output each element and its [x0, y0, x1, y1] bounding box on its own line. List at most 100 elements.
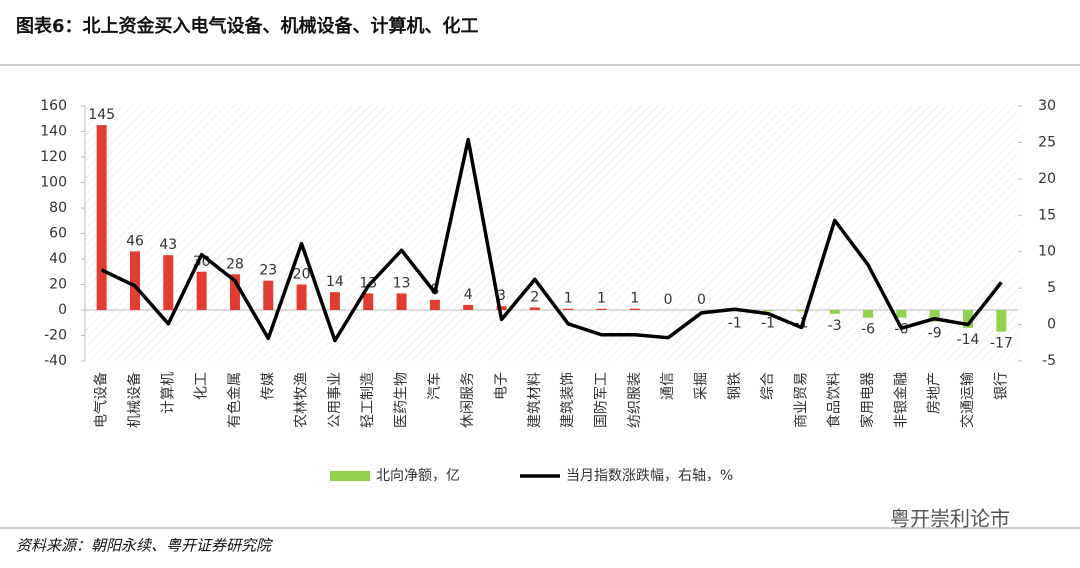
bar — [629, 308, 640, 310]
bar — [429, 299, 440, 310]
data-label: 43 — [159, 237, 177, 253]
y2-tick-label: 5 — [1047, 280, 1056, 296]
x-tick-label: 电气设备 — [93, 372, 110, 428]
line — [100, 137, 1003, 343]
legend-label: 北向净额，亿 — [376, 468, 460, 484]
x-tick-label: 休闲服务 — [460, 372, 476, 428]
x-tick-label: 机械设备 — [126, 372, 143, 428]
data-label: 2 — [530, 289, 539, 305]
y-tick-label: 20 — [49, 277, 67, 293]
plot-background — [85, 106, 1018, 361]
x-tick-label: 建筑装饰 — [560, 372, 576, 428]
y2-tick-label: 30 — [1038, 98, 1056, 114]
x-tick-label: 商业贸易 — [793, 372, 809, 428]
y2-tick-label: -5 — [1042, 353, 1056, 369]
x-tick-label: 计算机 — [160, 372, 176, 414]
bar — [129, 251, 140, 310]
bar — [229, 274, 240, 310]
bar — [996, 310, 1007, 332]
bar — [163, 255, 174, 310]
bar — [496, 306, 507, 310]
y-tick-label: -20 — [44, 328, 67, 344]
y2-tick-label: 0 — [1047, 317, 1056, 333]
x-tick-label: 钢铁 — [727, 372, 743, 400]
data-label: 1 — [564, 291, 573, 307]
data-label: 4 — [464, 287, 473, 303]
bar — [963, 310, 974, 328]
bar — [396, 293, 407, 310]
x-tick-label: 房地产 — [927, 372, 943, 414]
x-tick-label: 国防军工 — [593, 372, 609, 428]
x-tick-label: 医药生物 — [394, 372, 410, 428]
x-tick-label: 农林牧渔 — [294, 372, 310, 428]
x-tick-label: 化工 — [194, 372, 210, 400]
data-label: -17 — [990, 336, 1013, 352]
y-tick-label: 160 — [40, 98, 67, 114]
data-label: 20 — [293, 267, 311, 283]
data-label: -1 — [728, 315, 742, 331]
data-label: -1 — [761, 315, 775, 331]
x-tick-label: 采掘 — [693, 372, 709, 400]
x-tick-label: 传媒 — [260, 372, 276, 400]
data-label: 1 — [597, 291, 606, 307]
bar — [329, 292, 340, 310]
bar — [263, 280, 274, 310]
y-tick-label: 120 — [40, 149, 67, 165]
bar — [896, 310, 907, 318]
source: 资料来源：朝阳永续、粤开证券研究院 — [16, 537, 273, 555]
data-label: -3 — [828, 318, 842, 334]
legend-label: 当月指数涨跌幅，右轴，% — [566, 468, 733, 484]
bar — [796, 310, 807, 312]
x-tick-label: 建筑材料 — [527, 372, 543, 428]
x-tick-label: 食品饮料 — [826, 372, 843, 428]
data-label: 28 — [226, 256, 244, 272]
y2-tick-label: 25 — [1038, 134, 1056, 150]
data-label: -6 — [861, 322, 875, 338]
x-tick-label: 汽车 — [426, 372, 443, 400]
data-label: 0 — [664, 292, 673, 308]
y-tick-label: 40 — [49, 251, 67, 267]
legend-swatch — [330, 471, 370, 481]
watermark: 粤开崇利论市 — [890, 507, 1010, 531]
x-tick-label: 交通运输 — [959, 372, 976, 428]
bar — [929, 310, 940, 322]
data-label: 145 — [88, 107, 115, 123]
bar — [296, 284, 307, 310]
y-tick-label: 100 — [40, 175, 67, 191]
bar — [763, 310, 774, 312]
data-label: 1 — [630, 291, 639, 307]
bar — [596, 308, 607, 310]
data-label: 14 — [326, 274, 344, 290]
bar — [196, 271, 207, 310]
x-tick-label: 公用事业 — [327, 372, 343, 428]
y2-tick-label: 20 — [1038, 171, 1056, 187]
data-label: 23 — [259, 263, 277, 279]
y-tick-label: 140 — [40, 124, 67, 140]
y2-tick-label: 10 — [1038, 244, 1056, 260]
bar — [363, 293, 374, 310]
y2-tick-label: 15 — [1038, 207, 1056, 223]
y-tick-label: 60 — [49, 226, 67, 242]
bar — [463, 304, 474, 310]
y-tick-label: 80 — [49, 200, 67, 216]
x-tick-label: 轻工制造 — [360, 372, 376, 428]
x-tick-label: 通信 — [660, 372, 676, 400]
data-label: 0 — [697, 292, 706, 308]
x-tick-label: 有色金属 — [226, 372, 243, 428]
bar — [96, 125, 107, 310]
x-tick-label: 综合 — [760, 372, 776, 400]
page-title: 图表6：北上资金买入电气设备、机械设备、计算机、化工 — [16, 15, 479, 37]
data-label: -9 — [928, 325, 942, 341]
bar — [529, 307, 540, 310]
x-tick-label: 家用电器 — [859, 372, 876, 428]
x-tick-label: 银行 — [993, 372, 1009, 400]
bar — [563, 308, 574, 310]
x-tick-label: 纺织服装 — [627, 372, 643, 428]
x-tick-label: 电子 — [494, 372, 510, 400]
y-tick-label: -40 — [44, 353, 67, 369]
data-label: -14 — [957, 332, 980, 348]
bar — [829, 310, 840, 314]
data-label: 3 — [497, 288, 506, 304]
data-label: 13 — [393, 275, 411, 291]
